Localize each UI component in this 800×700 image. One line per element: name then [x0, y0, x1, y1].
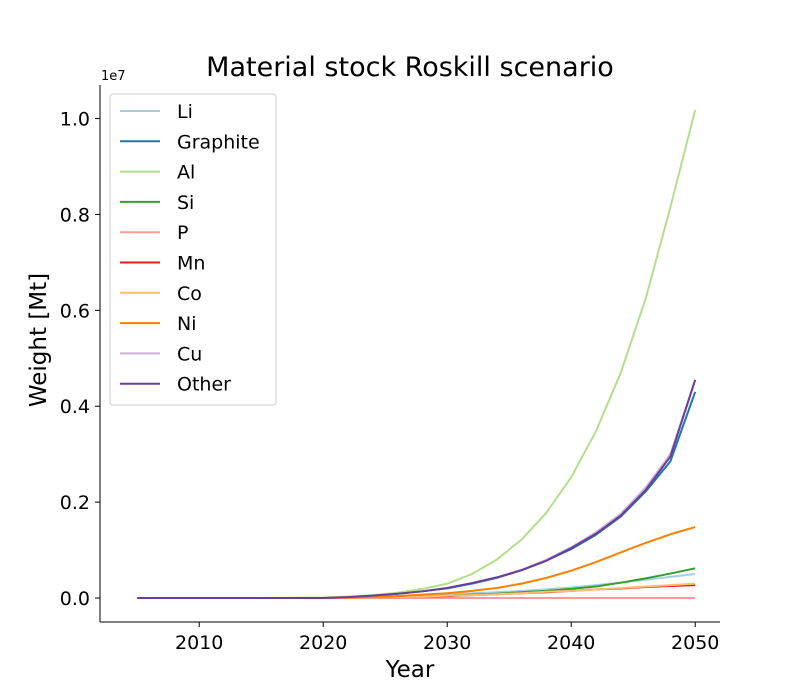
legend-label: Si	[177, 192, 194, 214]
series-lines	[137, 109, 697, 600]
x-tick-label: 2030	[423, 632, 471, 654]
series-line-si	[137, 567, 696, 600]
y-tick-label: 0.2	[60, 492, 90, 514]
legend-label: Li	[177, 101, 193, 123]
y-tick-label: 0.4	[60, 396, 90, 418]
series-line-other	[137, 379, 697, 600]
axes: 2010 2020 2030 2040 2050 0.0 0.2 0.4 0.6 0.8 1.0	[60, 85, 720, 654]
series-line-ni	[137, 526, 696, 600]
y-tick-label: 0.6	[60, 300, 90, 322]
y-axis-label: Weight [Mt]	[26, 273, 52, 407]
series-line-cu	[137, 379, 697, 600]
x-tick-label: 2020	[299, 632, 347, 654]
series-line-graphite	[137, 391, 697, 600]
x-tick-label: 2010	[175, 632, 223, 654]
legend-label: Mn	[177, 253, 205, 275]
y-tick-label: 0.0	[60, 588, 90, 610]
legend-label: Graphite	[177, 131, 260, 153]
legend-label: P	[177, 222, 188, 244]
chart-title: Material stock Roskill scenario	[206, 52, 614, 83]
y-offset-label: 1e7	[101, 69, 126, 84]
legend-label: Other	[177, 374, 231, 396]
legend-label: Co	[177, 283, 202, 305]
x-tick-label: 2040	[547, 632, 595, 654]
y-tick-label: 1.0	[60, 109, 90, 131]
y-tick-label: 0.8	[60, 204, 90, 226]
legend-label: Al	[177, 162, 195, 184]
legend-label: Ni	[177, 313, 197, 335]
legend: Li Graphite Al Si P Mn Co Ni Cu Other	[109, 93, 277, 406]
x-axis-label: Year	[385, 657, 435, 683]
legend-label: Cu	[177, 343, 202, 365]
x-tick-label: 2050	[671, 632, 719, 654]
